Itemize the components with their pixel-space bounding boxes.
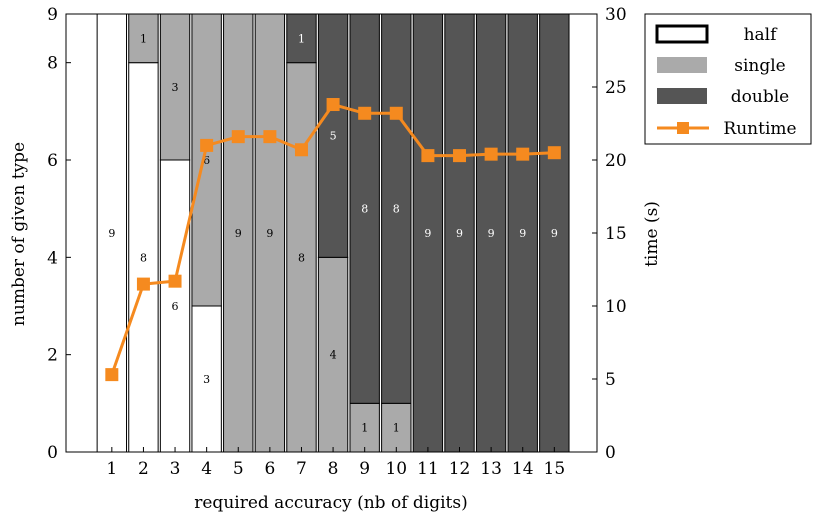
y-tick-label-9: 9: [47, 5, 58, 25]
bar-double-14: [507, 13, 538, 453]
bar-label-double-15: 9: [551, 227, 558, 240]
y-tick-label-0: 0: [47, 443, 58, 463]
bar-double-11: [412, 13, 444, 453]
x-tick-label-4: 4: [201, 459, 212, 479]
runtime-point-2: [136, 277, 150, 291]
bar-single-5: [223, 13, 254, 453]
bar-half-3: [159, 159, 191, 453]
y-tick-label-4: 4: [47, 248, 58, 268]
bar-label-single-5: 9: [235, 227, 242, 240]
bar-double-7: [286, 13, 317, 64]
bar-label-double-11: 9: [424, 227, 431, 240]
x-tick-label-1: 1: [106, 459, 117, 479]
runtime-point-9: [358, 106, 372, 120]
x-tick-label-3: 3: [170, 459, 181, 479]
runtime-point-15: [547, 146, 561, 160]
legend-label-single: single: [734, 56, 786, 76]
bar-label-single-2: 1: [140, 32, 147, 45]
y-tick-label-6: 6: [47, 151, 58, 171]
bars-group: 9 8 1 6 3 3 6 9 9 8 1 4 5 1 8 1 8 9 9 9 9 9: [96, 13, 570, 453]
bar-double-10: [381, 13, 412, 404]
x-tick-label-12: 12: [449, 459, 471, 479]
runtime-point-14: [516, 147, 530, 161]
runtime-point-5: [231, 130, 245, 144]
runtime-point-13: [484, 147, 498, 161]
x-tick-label-8: 8: [328, 459, 339, 479]
bar-label-double-8: 5: [330, 130, 337, 143]
x-tick-label-9: 9: [359, 459, 370, 479]
x-tick-label-10: 10: [385, 459, 407, 479]
legend-swatch-runtime-marker: [677, 122, 689, 134]
bar-label-single-8: 4: [330, 349, 337, 362]
bar-label-single-7: 8: [298, 251, 305, 264]
y2-tick-label-20: 20: [605, 151, 627, 171]
bar-label-single-3: 3: [172, 81, 179, 94]
legend-label-half: half: [744, 25, 779, 45]
y2-tick-label-0: 0: [605, 443, 616, 463]
bar-single-9: [349, 402, 380, 453]
bar-label-single-6: 9: [266, 227, 273, 240]
runtime-point-3: [168, 274, 182, 288]
y2-axis-label: time (s): [642, 201, 662, 267]
x-tick-label-7: 7: [296, 459, 307, 479]
y2-tick-label-30: 30: [605, 5, 627, 25]
bar-label-half-3: 6: [172, 300, 179, 313]
y-tick-label-2: 2: [47, 346, 58, 366]
runtime-point-7: [294, 143, 308, 157]
legend-label-runtime: Runtime: [723, 119, 796, 139]
x-tick-label-6: 6: [264, 459, 275, 479]
bar-label-double-7: 1: [298, 32, 305, 45]
x-tick-label-2: 2: [138, 459, 149, 479]
x-axis-label: required accuracy (nb of digits): [194, 493, 467, 513]
runtime-point-8: [326, 98, 340, 112]
runtime-point-12: [453, 149, 467, 163]
runtime-point-6: [263, 130, 277, 144]
legend-label-double: double: [731, 87, 789, 107]
legend-swatch-half: [655, 24, 709, 44]
bar-double-12: [444, 13, 475, 453]
bar-label-half-2: 8: [140, 251, 147, 264]
bar-label-single-10: 1: [393, 422, 400, 435]
x-tick-label-13: 13: [480, 459, 502, 479]
y2-tick-label-25: 25: [605, 78, 627, 98]
bar-single-10: [381, 402, 412, 453]
x-tick-label-5: 5: [233, 459, 244, 479]
bar-label-half-1: 9: [108, 227, 115, 240]
y-tick-label-8: 8: [47, 54, 58, 74]
bar-label-single-4: 6: [203, 154, 210, 167]
bar-half-4: [191, 305, 222, 453]
legend-swatch-double: [657, 88, 707, 104]
x-tick-label-14: 14: [512, 459, 534, 479]
runtime-point-10: [389, 106, 403, 120]
runtime-line-group: [105, 98, 561, 382]
legend: half single double Runtime: [644, 13, 812, 145]
bar-label-double-14: 9: [519, 227, 526, 240]
x-tick-label-11: 11: [417, 459, 439, 479]
bar-single-4: [191, 13, 222, 307]
bar-half-2: [128, 62, 159, 453]
y2-tick-label-5: 5: [605, 370, 616, 390]
legend-swatch-single: [657, 57, 707, 73]
y-axis-label: number of given type: [9, 142, 29, 326]
bar-single-7: [286, 62, 317, 453]
runtime-point-1: [105, 368, 119, 382]
bar-double-13: [475, 13, 507, 453]
x-tick-label-15: 15: [544, 459, 566, 479]
runtime-point-4: [200, 138, 214, 152]
runtime-point-11: [421, 149, 435, 163]
y2-tick-label-15: 15: [605, 224, 627, 244]
y2-tick-label-10: 10: [605, 297, 627, 317]
bar-single-3: [159, 13, 191, 161]
bar-label-double-9: 8: [361, 203, 368, 216]
bar-label-single-9: 1: [361, 422, 368, 435]
bar-double-15: [539, 13, 570, 453]
bar-label-double-13: 9: [488, 227, 495, 240]
bar-label-double-12: 9: [456, 227, 463, 240]
bar-label-half-4: 3: [203, 373, 210, 386]
bar-label-double-10: 8: [393, 203, 400, 216]
